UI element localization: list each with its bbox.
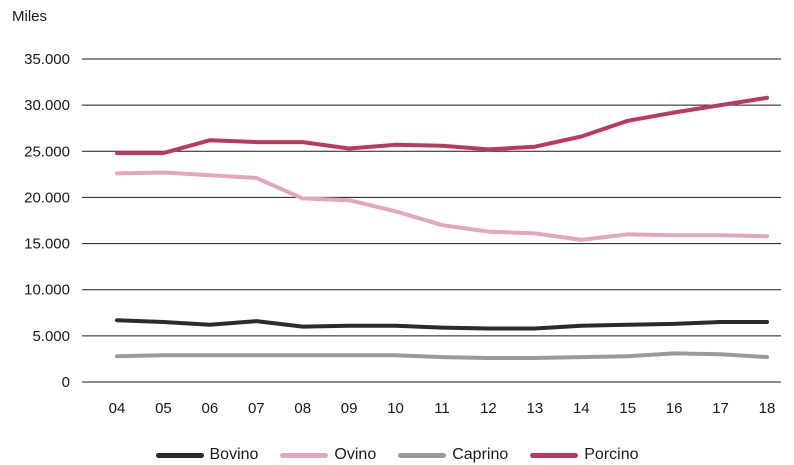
series-line-ovino <box>115 170 769 242</box>
legend-swatch <box>398 452 447 458</box>
x-tick-label: 11 <box>434 400 450 417</box>
y-axis-label: Miles <box>12 8 48 25</box>
legend-label: Bovino <box>209 446 259 463</box>
x-tick-label: 06 <box>202 400 219 417</box>
x-tick-label: 18 <box>759 400 776 417</box>
legend-label: Ovino <box>334 446 377 463</box>
x-tick-label: 12 <box>480 400 497 417</box>
x-tick-label: 16 <box>666 400 683 417</box>
series-line-bovino <box>115 318 769 331</box>
y-tick-label: 25.000 <box>24 143 70 160</box>
series-lines <box>115 95 769 360</box>
x-tick-label: 17 <box>712 400 729 417</box>
series-line-caprino <box>115 351 769 360</box>
legend-label: Porcino <box>584 446 639 463</box>
y-tick-labels: 0 5.000 10.000 15.000 20.000 25.000 30.000 35.0… <box>24 51 70 391</box>
legend-item-caprino: Caprino <box>398 446 508 464</box>
x-tick-label: 08 <box>294 400 311 417</box>
grid-lines <box>82 58 781 383</box>
y-tick-label: 35.000 <box>24 51 70 68</box>
x-tick-label: 09 <box>341 400 358 417</box>
y-tick-label: 20.000 <box>24 189 70 206</box>
y-tick-label: 10.000 <box>24 282 70 299</box>
legend-item-porcino: Porcino <box>530 446 639 464</box>
x-tick-label: 14 <box>573 400 590 417</box>
x-tick-label: 13 <box>527 400 544 417</box>
y-tick-label: 5.000 <box>32 328 70 345</box>
x-tick-label: 15 <box>619 400 636 417</box>
series-line-porcino <box>115 95 769 156</box>
x-tick-labels: 04 05 06 07 08 09 10 11 12 13 14 15 16 17 18 <box>109 400 776 417</box>
x-tick-label: 07 <box>248 400 265 417</box>
legend-item-ovino: Ovino <box>280 446 376 464</box>
x-tick-label: 04 <box>109 400 126 417</box>
legend: Bovino Ovino Caprino Porcino <box>0 446 794 464</box>
legend-item-bovino: Bovino <box>155 446 259 464</box>
y-tick-label: 30.000 <box>24 97 70 114</box>
legend-swatch <box>530 452 579 458</box>
x-tick-label: 05 <box>155 400 172 417</box>
legend-label: Caprino <box>452 446 509 463</box>
x-tick-label: 10 <box>387 400 404 417</box>
legend-swatch <box>155 452 204 458</box>
y-tick-label: 0 <box>62 374 70 391</box>
y-tick-label: 15.000 <box>24 236 70 253</box>
legend-swatch <box>280 452 329 458</box>
